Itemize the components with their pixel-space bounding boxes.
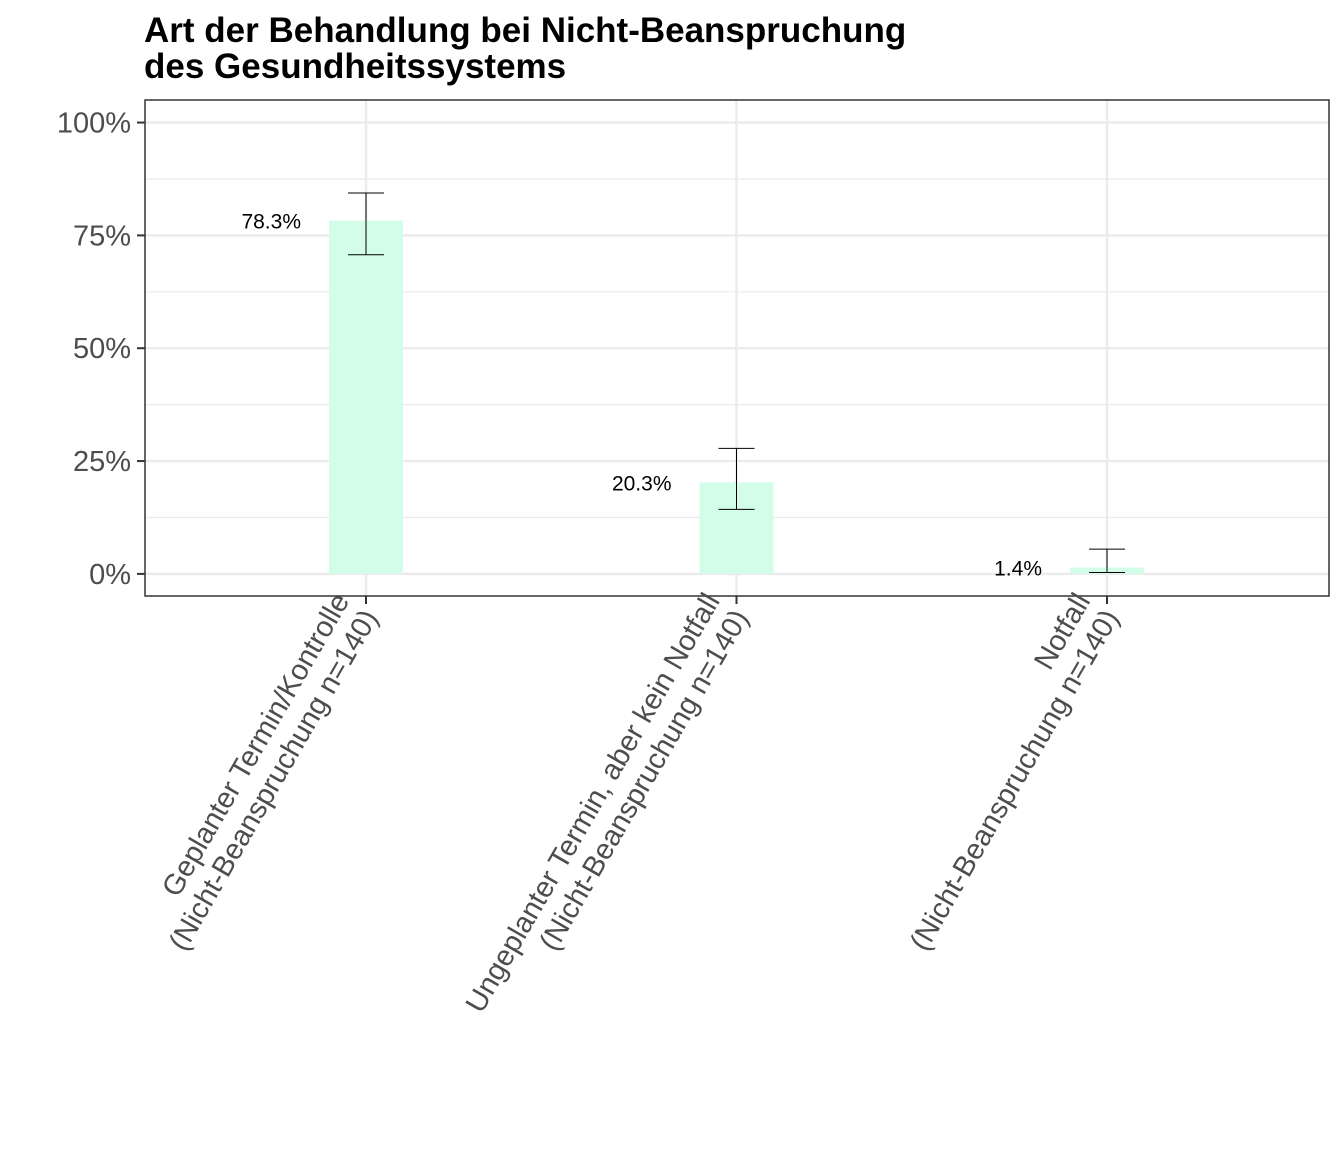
x-category-label-1: Geplanter Termin/Kontrolle(Nicht-Beanspr…: [156, 588, 385, 957]
chart-title: Art der Behandlung bei Nicht-Beanspruchu…: [144, 11, 906, 86]
x-category-label-2: Ungeplanter Termin, aber kein Notfall(Ni…: [460, 588, 756, 1018]
x-category-label-line: Geplanter Termin/Kontrolle: [156, 588, 356, 902]
x-category-label-line: (Nicht-Beanspruchung n=140): [904, 605, 1126, 957]
y-tick-label: 0%: [89, 559, 131, 591]
data-label-1: 78.3%: [241, 211, 301, 234]
y-tick-label: 100%: [57, 108, 131, 140]
error-bars: [348, 192, 1125, 574]
y-tick-label: 25%: [73, 446, 131, 478]
x-axis: Geplanter Termin/Kontrolle(Nicht-Beanspr…: [156, 588, 1126, 1018]
bar-1: [329, 220, 403, 574]
bars: [329, 220, 1144, 574]
chart-title-line-1: Art der Behandlung bei Nicht-Beanspruchu…: [144, 11, 906, 50]
data-label-3: 1.4%: [994, 558, 1042, 581]
error-bar-3: [1089, 548, 1125, 574]
y-tick-label: 50%: [73, 333, 131, 365]
y-tick-label: 75%: [73, 220, 131, 252]
data-labels: 78.3% 20.3% 1.4%: [241, 211, 1042, 581]
x-category-label-line: Ungeplanter Termin, aber kein Notfall: [460, 588, 727, 1018]
x-category-label-line: (Nicht-Beanspruchung n=140): [534, 605, 756, 957]
x-category-label-line: (Nicht-Beanspruchung n=140): [163, 605, 385, 957]
error-bar-2: [718, 447, 755, 510]
data-label-2: 20.3%: [612, 472, 672, 495]
error-bar-1: [348, 192, 384, 256]
y-axis: 0% 25% 50% 75% 100%: [57, 108, 145, 591]
x-category-label-3: Notfall(Nicht-Beanspruchung n=140): [904, 588, 1126, 957]
chart-title-line-2: des Gesundheitssystems: [144, 47, 566, 86]
